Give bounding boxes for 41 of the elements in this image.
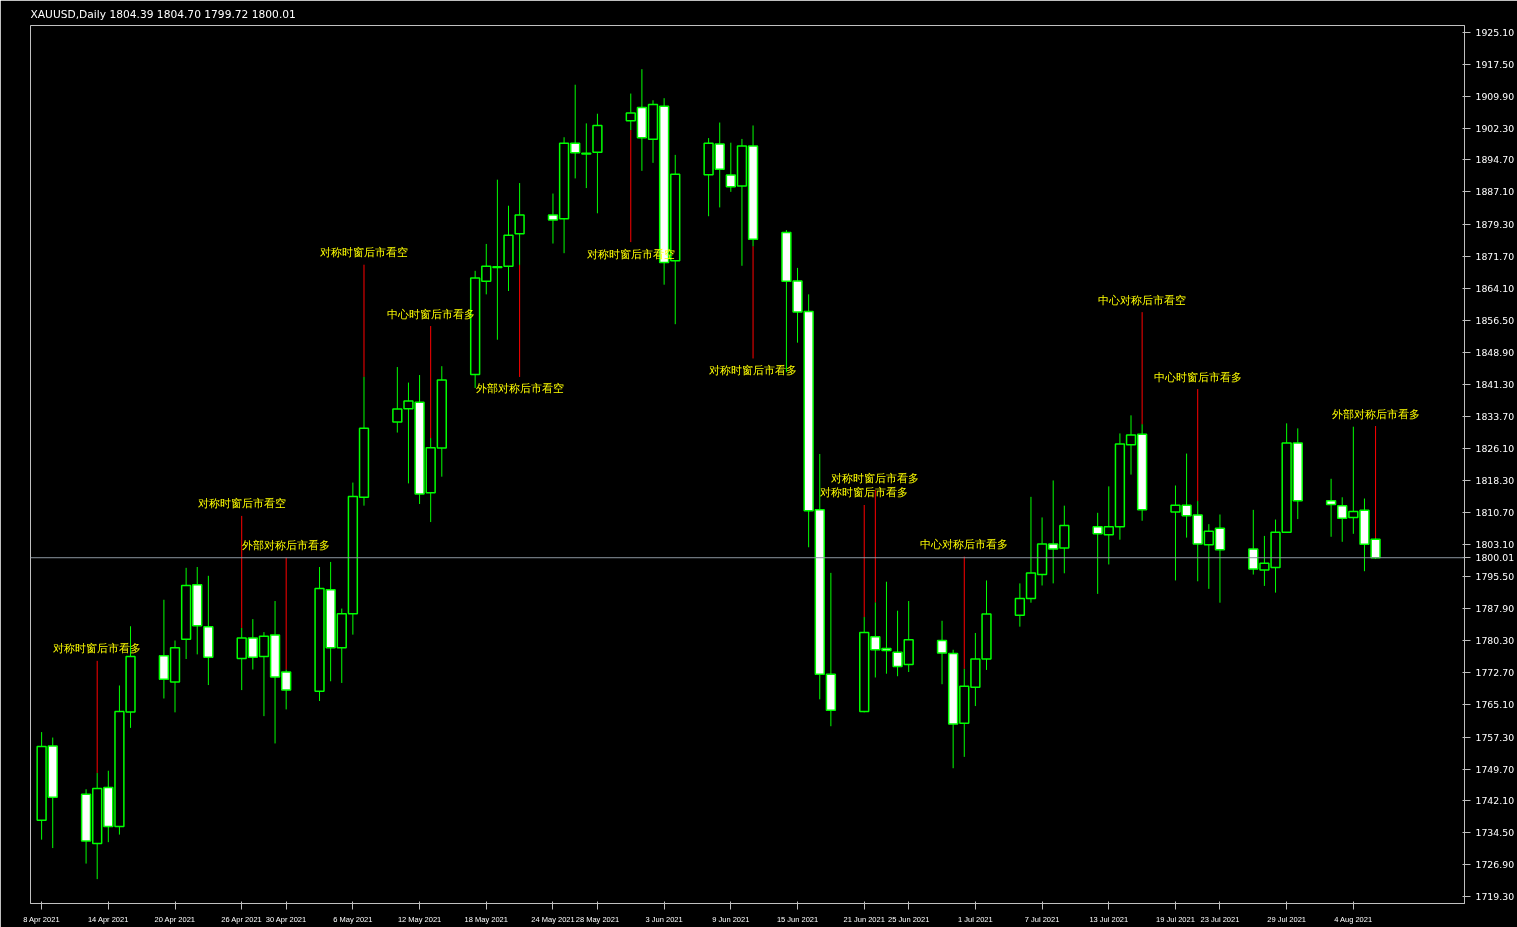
y-tick-label: 1787.90 xyxy=(1475,603,1515,615)
y-tick-label: 1902.30 xyxy=(1475,122,1515,134)
y-tick-label: 1871.70 xyxy=(1475,251,1515,263)
y-tick-label: 1772.70 xyxy=(1475,666,1515,678)
y-tick-label: 1879.30 xyxy=(1475,219,1515,231)
annotation: 对称时窗后市看多 xyxy=(831,471,920,485)
y-tick-label: 1780.30 xyxy=(1475,635,1515,647)
y-tick-label: 1765.10 xyxy=(1475,698,1515,710)
annotation: 中心对称后市看空 xyxy=(1098,293,1187,307)
annotation: 外部对称后市看多 xyxy=(1331,407,1420,421)
y-tick-label: 1734.50 xyxy=(1475,827,1515,839)
y-tick-label: 1833.70 xyxy=(1475,410,1515,422)
y-tick-label: 1841.30 xyxy=(1475,378,1515,390)
y-tick-label: 1726.90 xyxy=(1475,859,1515,871)
y-tick-label: 1742.10 xyxy=(1475,795,1515,807)
y-tick-label: 1818.30 xyxy=(1475,475,1515,487)
annotation: 对称时窗后市看多 xyxy=(709,363,798,377)
y-tick-label: 1795.50 xyxy=(1475,571,1515,583)
y-tick-label: 1909.90 xyxy=(1475,90,1515,102)
y-tick-label: 1887.10 xyxy=(1475,186,1515,198)
chart-title: XAUUSD,Daily 1804.39 1804.70 1799.72 1800.01 xyxy=(30,7,296,21)
annotation: 中心时窗后市看多 xyxy=(1153,370,1242,384)
y-tick-label: 1826.10 xyxy=(1475,442,1515,454)
annotation: 外部对称后市看空 xyxy=(475,382,564,396)
candlestick xyxy=(1325,478,1337,538)
y-tick-label: 1848.90 xyxy=(1475,346,1515,358)
annotation: 对称时窗后市看空 xyxy=(319,246,408,260)
y-tick-label: 1749.70 xyxy=(1475,763,1515,775)
annotation: 中心对称后市看多 xyxy=(920,538,1009,552)
annotation: 对称时窗后市看空 xyxy=(197,497,286,511)
y-tick-label: 1803.10 xyxy=(1475,539,1515,551)
annotation: 外部对称后市看多 xyxy=(242,539,331,553)
y-tick-label: 1925.10 xyxy=(1475,26,1515,38)
y-tick-label: 1757.30 xyxy=(1475,731,1515,743)
ref-line-label: 1800.01 xyxy=(1475,552,1515,564)
y-tick-label: 1864.10 xyxy=(1475,282,1515,294)
y-tick-label: 1856.50 xyxy=(1475,314,1515,326)
y-tick-label: 1719.30 xyxy=(1475,891,1515,903)
y-tick-label: 1917.50 xyxy=(1475,58,1515,70)
y-tick-label: 1810.70 xyxy=(1475,507,1515,519)
y-tick-label: 1894.70 xyxy=(1475,154,1515,166)
